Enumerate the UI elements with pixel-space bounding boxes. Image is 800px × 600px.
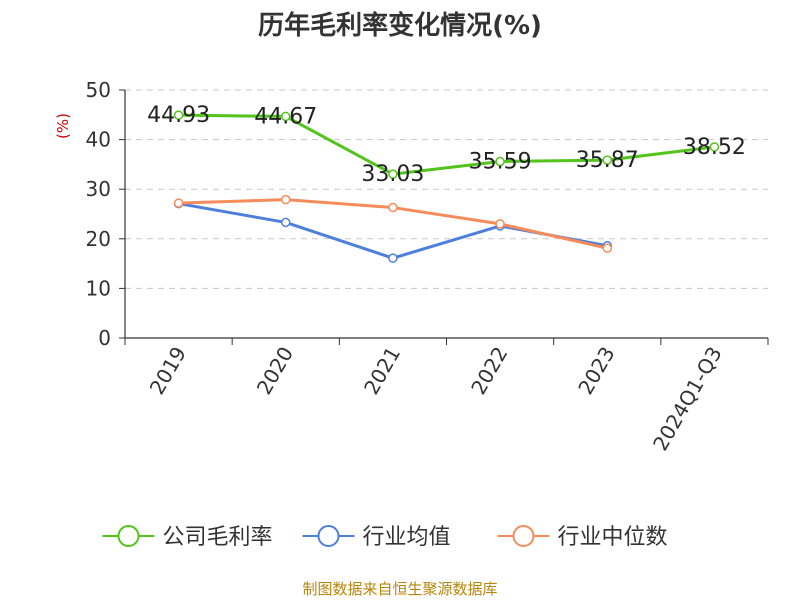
y-tick-label: 10 [86, 276, 111, 300]
data-point [173, 198, 184, 208]
data-point [709, 142, 720, 152]
data-label: 35.59 [469, 149, 532, 174]
x-tick-label: 2024Q1-Q3 [648, 343, 727, 455]
data-point [388, 253, 398, 263]
legend-swatch-marker [317, 525, 340, 547]
data-label: 38.52 [683, 135, 746, 160]
data-label: 44.67 [254, 104, 317, 129]
legend-label: 行业均值 [363, 525, 451, 550]
data-point [602, 243, 612, 253]
series-lines [173, 110, 720, 263]
legend: 公司毛利率 行业均值 行业中位数 [102, 525, 668, 550]
legend-label: 行业中位数 [558, 525, 668, 550]
y-tick-label: 0 [98, 326, 111, 350]
grid-lines [125, 89, 768, 289]
x-tick-label: 2021 [359, 343, 405, 399]
data-point [388, 202, 398, 213]
data-point [602, 155, 612, 165]
chart-title: 历年毛利率变化情况(%) [258, 10, 542, 41]
data-label: 33.03 [361, 162, 424, 187]
series-line [178, 113, 715, 176]
axes: 0 10 20 30 40 50 2019 2020 2021 2022 2023 2024Q1-Q3 [86, 78, 769, 455]
data-label: 44.93 [147, 103, 210, 128]
source-note: 制图数据来自恒生聚源数据库 [302, 580, 497, 598]
x-tick-label: 2019 [145, 343, 191, 399]
data-point [173, 110, 184, 120]
y-tick-label: 30 [86, 177, 111, 201]
data-point [495, 219, 505, 229]
data-label: 35.87 [576, 148, 639, 173]
y-tick-label: 40 [86, 128, 111, 152]
x-tick-label: 2023 [573, 343, 619, 399]
legend-label: 公司毛利率 [163, 525, 273, 550]
x-tick-label: 2022 [466, 343, 512, 399]
legend-swatch-marker [117, 525, 140, 547]
data-labels: 44.93 44.67 33.03 35.59 35.87 38.52 [147, 103, 746, 187]
y-tick-label: 20 [86, 227, 111, 251]
data-point [281, 217, 291, 228]
y-axis-unit-label: (%) [54, 113, 72, 139]
data-point [388, 169, 398, 179]
data-point [281, 194, 291, 205]
y-tick-label: 50 [86, 78, 111, 102]
data-point [495, 156, 505, 167]
x-tick-label: 2020 [252, 343, 298, 399]
legend-swatch-marker [512, 525, 535, 547]
data-point [281, 111, 291, 122]
